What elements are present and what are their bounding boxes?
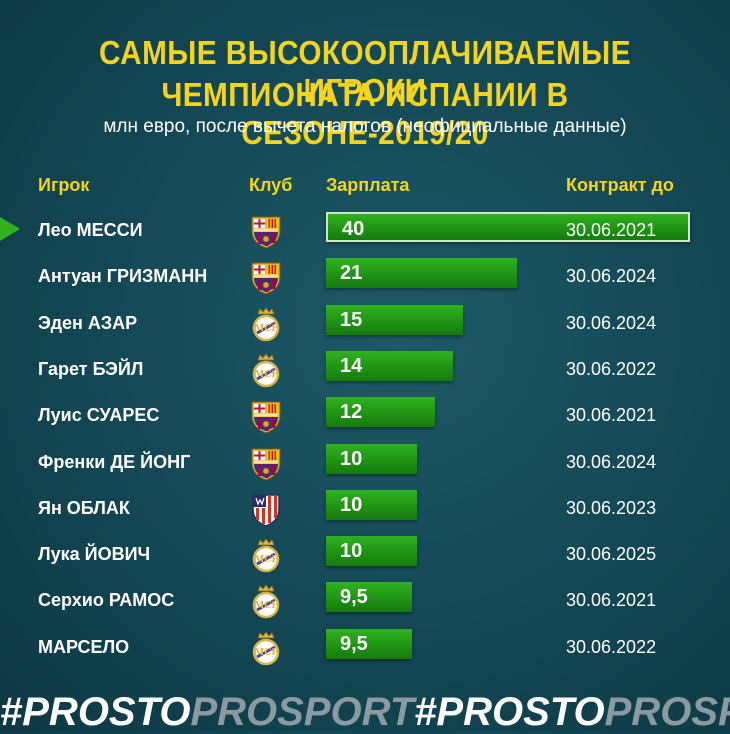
- footer-hashtag-banner: #PROSTOPROSPORT#PROSTOPROSPORT#PROSTOPRO…: [0, 690, 730, 734]
- barcelona-crest-icon: [251, 448, 281, 481]
- svg-text:MCF: MCF: [254, 601, 278, 611]
- player-name: Серхио РАМОС: [38, 590, 175, 611]
- player-name: Лео МЕССИ: [38, 220, 143, 240]
- header-player: Игрок: [38, 175, 90, 195]
- table-row: Лука ЙОВИЧ MCF 10 30.06.2025: [0, 532, 730, 578]
- player-name: Лука ЙОВИЧ: [38, 544, 151, 565]
- footer-hashtag-gray: PROSPORT: [604, 690, 730, 734]
- salary-label: 12: [340, 401, 363, 424]
- contract-date: 30.06.2021: [566, 220, 657, 240]
- salary-bar: 40: [326, 212, 690, 242]
- svg-text:MCF: MCF: [254, 324, 278, 334]
- real-madrid-crest-icon: MCF: [252, 353, 280, 388]
- salary-bar: 15: [326, 304, 463, 335]
- player-name: Ян ОБЛАК: [38, 497, 130, 518]
- barcelona-crest-icon: [251, 401, 281, 434]
- table-row: МАРСЕЛО MCF 9,5 30.06.2022: [0, 625, 730, 671]
- table-row: Серхио РАМОС MCF 9,5 30.06.2021: [0, 578, 730, 624]
- player-name: МАРСЕЛО: [38, 636, 130, 657]
- real-madrid-crest-icon: MCF: [252, 538, 280, 573]
- salary-label: 10: [340, 493, 363, 516]
- footer-hashtag-gray: PROSPORT: [190, 690, 415, 734]
- real-madrid-crest-icon: MCF: [252, 631, 280, 665]
- real-madrid-crest-icon: MCF: [252, 306, 280, 341]
- contract-date: 30.06.2024: [566, 266, 657, 287]
- footer-hashtag-white: #PROSTO: [414, 690, 605, 734]
- contract-date: 30.06.2024: [566, 451, 657, 472]
- salary-bar: 10: [326, 489, 417, 520]
- header-salary: Зарплата: [326, 175, 410, 195]
- barcelona-crest-icon: [251, 216, 281, 249]
- salary-bar: 10: [326, 536, 417, 567]
- salary-label: 10: [340, 540, 363, 563]
- salary-label: 21: [340, 262, 363, 285]
- player-name: Гарет БЭЙЛ: [38, 358, 144, 379]
- table-row: Лео МЕССИ 40 30.06.2021: [0, 208, 730, 254]
- barcelona-crest-icon: [251, 262, 281, 295]
- salary-bar: 9,5: [326, 582, 412, 613]
- atletico-madrid-crest-icon: [252, 494, 280, 527]
- salary-bar: 9,5: [326, 628, 412, 659]
- footer-hashtag-white: #PROSTO: [0, 690, 191, 734]
- player-name: Луис СУАРЕС: [38, 405, 160, 426]
- contract-date: 30.06.2022: [566, 636, 657, 657]
- contract-date: 30.06.2025: [566, 544, 657, 565]
- salary-label: 14: [340, 354, 363, 377]
- salary-bar: 12: [326, 397, 435, 428]
- table-row: Луис СУАРЕС 12 30.06.2021: [0, 393, 730, 439]
- contract-date: 30.06.2024: [566, 312, 657, 333]
- salary-label: 40: [342, 218, 365, 240]
- player-name: Антуан ГРИЗМАНН: [38, 266, 208, 287]
- player-name: Эден АЗАР: [38, 312, 138, 333]
- salary-bar: 10: [326, 443, 417, 474]
- table-row: Эден АЗАР MCF 15 30.06.2024: [0, 301, 730, 347]
- salary-bar: 21: [326, 258, 517, 289]
- svg-text:MCF: MCF: [254, 370, 278, 380]
- contract-date: 30.06.2021: [566, 590, 657, 611]
- table-row: Гарет БЭЙЛ MCF 14 30.06.2022: [0, 347, 730, 393]
- svg-text:MCF: MCF: [254, 555, 278, 565]
- contract-date: 30.06.2021: [566, 405, 657, 426]
- header-club: Клуб: [249, 175, 293, 195]
- salary-label: 15: [340, 308, 363, 331]
- title-line-2: ЧЕМПИОНАТА ИСПАНИИ В СЕЗОНЕ-2019/20: [161, 76, 569, 151]
- player-name: Френки ДЕ ЙОНГ: [38, 451, 191, 472]
- subtitle: млн евро, после вычета налогов (неофициа…: [103, 116, 627, 137]
- table-row: Ян ОБЛАК 10 30.06.2023: [0, 486, 730, 532]
- salary-label: 9,5: [340, 586, 368, 609]
- real-madrid-crest-icon: MCF: [252, 584, 280, 619]
- svg-text:MCF: MCF: [254, 648, 278, 658]
- title-line-1: САМЫЕ ВЫСОКООПЛАЧИВАЕМЫЕ ИГРОКИ: [99, 34, 631, 109]
- highlight-pointer-icon: [0, 217, 20, 241]
- salary-bar: 14: [326, 350, 453, 381]
- salary-label: 9,5: [340, 632, 368, 655]
- header-contract: Контракт до: [566, 175, 674, 195]
- table-row: Антуан ГРИЗМАНН 21 30.06.2024: [0, 254, 730, 300]
- contract-date: 30.06.2022: [566, 358, 657, 379]
- contract-date: 30.06.2023: [566, 497, 657, 518]
- salary-label: 10: [340, 447, 363, 470]
- table-row: Френки ДЕ ЙОНГ 10 30.06.2024: [0, 440, 730, 486]
